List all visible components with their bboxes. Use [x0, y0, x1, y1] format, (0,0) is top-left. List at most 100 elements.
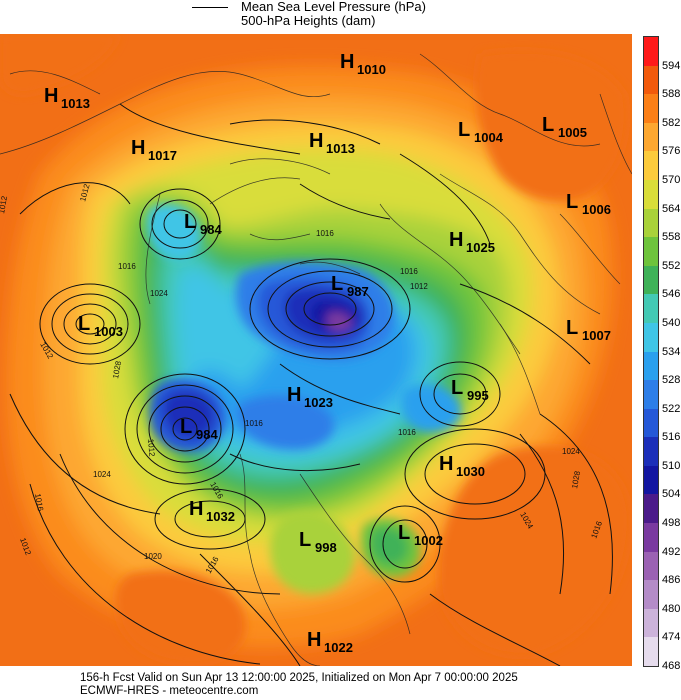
pressure-center-low-998: L 998	[299, 529, 337, 555]
svg-text:H: H	[307, 629, 321, 651]
pressure-center-letter: H	[340, 51, 354, 73]
colorbar-swatch	[644, 151, 658, 181]
svg-text:H: H	[189, 498, 203, 520]
pressure-center-low-1006: L 1006	[566, 191, 611, 217]
isobar-label: 1016	[398, 428, 416, 437]
colorbar-tick-label: 564	[662, 202, 681, 215]
isobar-label: 1024	[93, 470, 111, 479]
colorbar-tick-label: 486	[662, 574, 681, 587]
svg-text:H: H	[287, 384, 301, 406]
svg-text:L: L	[566, 191, 578, 213]
svg-text:1004: 1004	[474, 130, 504, 145]
model-source-text: ECMWF-HRES - meteocentre.com	[80, 685, 259, 697]
svg-text:1025: 1025	[466, 240, 495, 255]
pressure-center-low-995: L 995	[451, 377, 489, 403]
svg-text:L: L	[566, 317, 578, 339]
pressure-center-low-1005: L 1005	[542, 114, 587, 140]
colorbar-tick-label: 468	[662, 660, 681, 672]
map-footer: 156-h Fcst Valid on Sun Apr 13 12:00:00 …	[0, 672, 681, 700]
svg-text:984: 984	[200, 222, 222, 237]
pressure-center-high-1013-north: H 1013	[309, 130, 355, 156]
colorbar-tick-label: 588	[662, 88, 681, 101]
svg-text:1032: 1032	[206, 509, 235, 524]
svg-text:H: H	[44, 85, 58, 107]
colorbar-tick-label: 498	[662, 517, 681, 530]
colorbar-tick-label: 534	[662, 345, 681, 358]
svg-text:L: L	[299, 529, 311, 551]
colorbar-swatch	[644, 265, 658, 295]
pressure-center-high-1025: H 1025	[449, 229, 495, 255]
colorbar-swatch	[644, 637, 658, 667]
pressure-center-high-1022: H 1022	[307, 629, 353, 655]
map-legend-header: Mean Sea Level Pressure (hPa) 500-hPa He…	[0, 0, 681, 34]
svg-text:L: L	[458, 119, 470, 141]
weather-map-canvas: H 1010 H 1013 H 1017 H 1013 L 1004 L 1005 L 100…	[0, 34, 632, 666]
pressure-center-value: 1010	[357, 62, 386, 77]
colorbar-tick-label: 594	[662, 59, 681, 72]
colorbar-tick-label: 492	[662, 545, 681, 558]
pressure-center-low-984-south: L 984	[180, 416, 218, 442]
pressure-center-low-987: L 987	[331, 273, 369, 299]
isobar-label: 1024	[150, 289, 168, 298]
colorbar-swatch	[644, 122, 658, 152]
colorbar-swatch	[644, 208, 658, 238]
isobar-label: 1028	[111, 360, 123, 380]
pressure-center-high-1010: H 1010	[340, 51, 386, 77]
colorbar-tick-label: 582	[662, 116, 681, 129]
colorbar-swatch	[644, 237, 658, 267]
height-colorbar	[643, 36, 659, 667]
colorbar-swatch	[644, 94, 658, 124]
colorbar-tick-label: 516	[662, 431, 681, 444]
colorbar-tick-label: 546	[662, 288, 681, 301]
svg-text:1013: 1013	[61, 96, 90, 111]
colorbar-frame	[643, 36, 659, 667]
svg-text:L: L	[331, 273, 343, 295]
colorbar-swatch	[644, 294, 658, 324]
pressure-center-low-1003: L 1003	[78, 313, 123, 339]
isobar-label: 1012	[0, 195, 9, 215]
colorbar-tick-label: 570	[662, 173, 681, 186]
pressure-center-low-984-north: L 984	[184, 211, 222, 237]
svg-text:1006: 1006	[582, 202, 611, 217]
pressure-center-low-1002: L 1002	[398, 522, 443, 548]
svg-text:L: L	[542, 114, 554, 136]
pressure-center-high-1017: H 1017	[131, 137, 177, 163]
pressure-centers: H 1010 H 1013 H 1017 H 1013 L 1004 L 1005 L 100…	[44, 51, 611, 655]
colorbar-tick-label: 510	[662, 459, 681, 472]
svg-text:H: H	[131, 137, 145, 159]
legend-heights-label: 500-hPa Heights (dam)	[241, 13, 376, 28]
isobar-label: 1016	[400, 267, 418, 276]
pressure-center-high-1030: H 1030	[439, 453, 485, 479]
colorbar-tick-label: 504	[662, 488, 681, 501]
svg-text:L: L	[184, 211, 196, 233]
colorbar-tick-label: 522	[662, 402, 681, 415]
svg-text:1022: 1022	[324, 640, 353, 655]
colorbar-swatch	[644, 37, 658, 67]
svg-text:1002: 1002	[414, 533, 443, 548]
500hpa-ridges	[0, 34, 631, 665]
colorbar-tick-label: 540	[662, 316, 681, 329]
svg-text:1030: 1030	[456, 464, 485, 479]
colorbar-swatch	[644, 523, 658, 553]
pressure-center-low-1004: L 1004	[458, 119, 504, 145]
svg-text:H: H	[439, 453, 453, 475]
colorbar-tick-label: 558	[662, 231, 681, 244]
svg-text:1017: 1017	[148, 148, 177, 163]
mslp-isobars	[9, 103, 613, 666]
svg-text:L: L	[451, 377, 463, 399]
isobar-label: 1028	[570, 470, 582, 490]
coastlines	[0, 53, 632, 666]
colorbar-swatch	[644, 351, 658, 381]
colorbar-swatch	[644, 408, 658, 438]
pressure-center-high-1013-west: H 1013	[44, 85, 90, 111]
forecast-valid-text: 156-h Fcst Valid on Sun Apr 13 12:00:00 …	[80, 672, 518, 684]
weather-map: H 1010 H 1013 H 1017 H 1013 L 1004 L 1005 L 100…	[0, 34, 632, 666]
svg-text:998: 998	[315, 540, 337, 555]
pressure-center-high-1023: H 1023	[287, 384, 333, 410]
colorbar-swatch	[644, 494, 658, 524]
colorbar-tick-label: 474	[662, 631, 681, 644]
colorbar-swatch	[644, 65, 658, 95]
isobar-legend-line	[192, 7, 228, 8]
svg-text:H: H	[309, 130, 323, 152]
colorbar-swatch	[644, 608, 658, 638]
